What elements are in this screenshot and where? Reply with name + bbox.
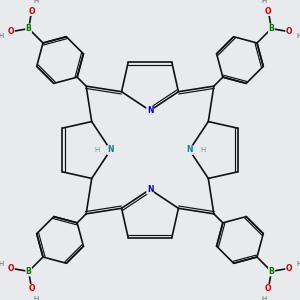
Text: H: H <box>34 296 39 300</box>
Text: B: B <box>268 267 274 276</box>
Text: O: O <box>8 27 14 36</box>
Text: B: B <box>26 24 32 33</box>
Text: H: H <box>261 296 266 300</box>
Text: O: O <box>286 264 292 273</box>
Text: O: O <box>28 7 35 16</box>
Text: B: B <box>26 267 32 276</box>
Text: O: O <box>8 264 14 273</box>
Text: O: O <box>286 27 292 36</box>
Text: H: H <box>261 0 266 4</box>
Text: H: H <box>34 0 39 4</box>
Text: O: O <box>28 284 35 293</box>
Text: H: H <box>296 34 300 40</box>
Text: H: H <box>0 34 4 40</box>
Text: B: B <box>268 24 274 33</box>
Text: N: N <box>147 185 153 194</box>
Text: O: O <box>265 284 272 293</box>
Text: H: H <box>94 147 99 153</box>
Text: O: O <box>265 7 272 16</box>
Text: N: N <box>147 106 153 115</box>
Text: H: H <box>201 147 206 153</box>
Text: N: N <box>186 146 193 154</box>
Text: H: H <box>0 260 4 266</box>
Text: H: H <box>296 260 300 266</box>
Text: N: N <box>107 146 114 154</box>
